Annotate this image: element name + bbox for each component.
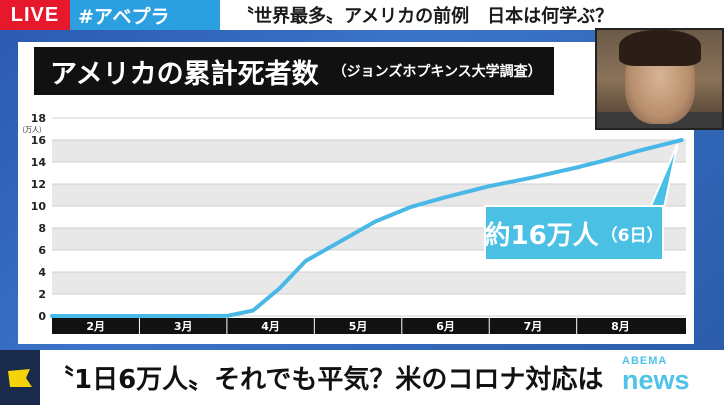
grid-band xyxy=(52,184,686,206)
x-axis-bar xyxy=(52,318,686,334)
y-tick-label: 16 xyxy=(31,134,47,147)
y-tick-label: 10 xyxy=(31,200,47,213)
grid-band xyxy=(52,272,686,294)
y-tick-label: 12 xyxy=(31,178,46,191)
presenter-webcam xyxy=(595,28,724,130)
x-tick-label: 7月 xyxy=(524,320,543,333)
hashtag-badge: #アベプラ xyxy=(70,0,220,30)
chart-subtitle: （ジョンズホプキンス大学調査） xyxy=(332,64,542,80)
y-tick-label: 8 xyxy=(38,222,46,235)
abema-logo-bottom: news xyxy=(622,365,690,395)
y-tick-label: 18 xyxy=(31,112,46,125)
live-badge: LIVE xyxy=(0,0,70,30)
x-tick-label: 3月 xyxy=(174,320,193,333)
x-tick-label: 6月 xyxy=(436,320,455,333)
presenter-hair xyxy=(619,30,701,66)
x-tick-label: 5月 xyxy=(349,320,368,333)
callout-date: （6日） xyxy=(600,225,664,246)
value-callout: 約16万人 （6日） xyxy=(484,205,664,261)
x-tick-label: 4月 xyxy=(261,320,280,333)
chart-title-box: アメリカの累計死者数 （ジョンズホプキンス大学調査） xyxy=(34,47,554,95)
y-tick-label: 14 xyxy=(31,156,47,169)
abema-logo-top: ABEMA xyxy=(622,355,668,367)
flag-icon xyxy=(8,368,32,387)
abema-news-logo: ABEMA news xyxy=(622,355,718,401)
y-unit-label: （万人） xyxy=(18,126,46,134)
flag-icon-box xyxy=(0,350,40,405)
x-tick-label: 8月 xyxy=(611,320,630,333)
grid-band xyxy=(52,140,686,162)
y-tick-label: 6 xyxy=(38,244,46,257)
y-tick-label: 2 xyxy=(38,288,46,301)
bottom-banner xyxy=(0,350,724,405)
x-tick-label: 2月 xyxy=(86,320,105,333)
series-line xyxy=(50,138,684,318)
y-tick-label: 4 xyxy=(38,266,46,279)
chart-title: アメリカの累計死者数 xyxy=(50,58,319,90)
bottom-headline: 〝1日6万人〟それでも平気？米のコロナ対応は xyxy=(48,365,604,395)
top-headline: 〝世界最多〟アメリカの前例 日本は何学ぶ？ xyxy=(236,6,614,27)
callout-value: 約16万人 xyxy=(484,220,599,251)
y-tick-label: 0 xyxy=(38,310,46,323)
